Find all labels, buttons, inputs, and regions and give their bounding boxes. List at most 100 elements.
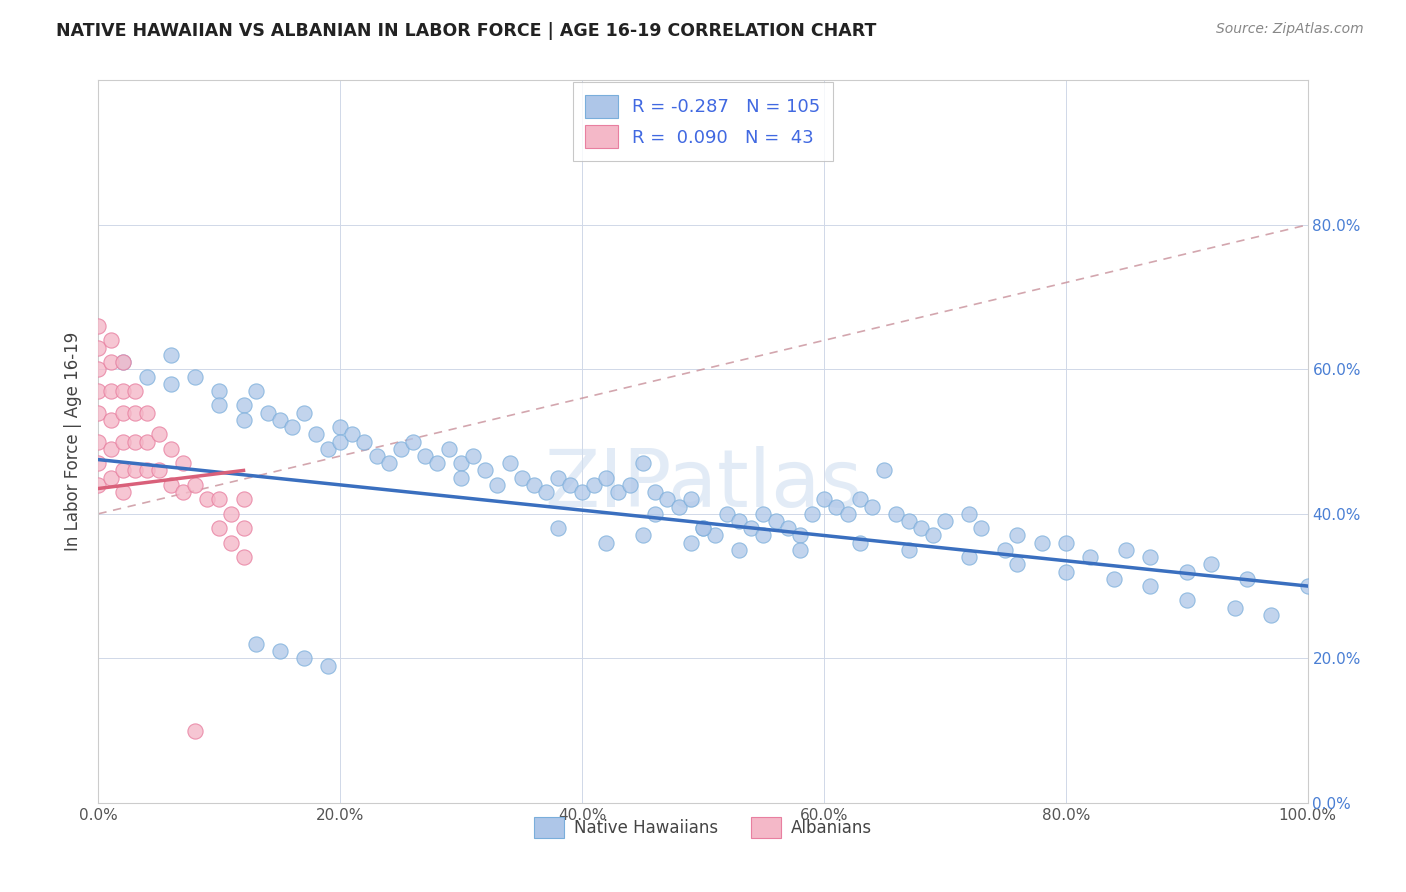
Point — [631, 456, 654, 470]
Point — [558, 478, 581, 492]
Point — [135, 369, 157, 384]
Point — [450, 470, 472, 484]
Point — [1199, 558, 1222, 572]
Text: ZIPatlas: ZIPatlas — [544, 446, 862, 524]
Point — [160, 376, 183, 391]
Point — [571, 485, 593, 500]
Point — [1260, 607, 1282, 622]
Point — [1007, 528, 1029, 542]
Point — [498, 456, 520, 470]
Point — [100, 355, 122, 369]
Point — [100, 442, 122, 456]
Point — [245, 384, 267, 398]
Point — [87, 341, 110, 355]
Point — [910, 521, 932, 535]
Point — [450, 456, 472, 470]
Point — [232, 398, 254, 412]
Point — [1236, 572, 1258, 586]
Point — [124, 434, 146, 449]
Point — [184, 369, 207, 384]
Point — [100, 413, 122, 427]
Point — [631, 528, 654, 542]
Point — [921, 528, 943, 542]
Point — [970, 521, 993, 535]
Point — [837, 507, 859, 521]
Point — [437, 442, 460, 456]
Point — [619, 478, 641, 492]
Point — [860, 500, 883, 514]
Point — [474, 463, 496, 477]
Point — [776, 521, 799, 535]
Point — [100, 334, 122, 348]
Point — [547, 470, 569, 484]
Point — [269, 644, 291, 658]
Point — [184, 478, 207, 492]
Point — [849, 492, 872, 507]
Point — [679, 535, 702, 549]
Point — [510, 470, 533, 484]
Point — [668, 500, 690, 514]
Point — [1007, 558, 1029, 572]
Point — [100, 384, 122, 398]
Point — [148, 427, 170, 442]
Point — [523, 478, 546, 492]
Point — [692, 521, 714, 535]
Point — [160, 442, 183, 456]
Point — [679, 492, 702, 507]
Point — [172, 456, 194, 470]
Point — [402, 434, 425, 449]
Point — [366, 449, 388, 463]
Point — [111, 355, 134, 369]
Point — [87, 318, 110, 333]
Point — [728, 542, 751, 557]
Point — [100, 470, 122, 484]
Point — [305, 427, 328, 442]
Point — [353, 434, 375, 449]
Point — [1223, 600, 1246, 615]
Point — [1296, 579, 1319, 593]
Point — [595, 535, 617, 549]
Point — [160, 478, 183, 492]
Point — [281, 420, 304, 434]
Point — [87, 478, 110, 492]
Point — [111, 463, 134, 477]
Point — [221, 507, 243, 521]
Point — [789, 528, 811, 542]
Point — [208, 384, 231, 398]
Point — [208, 492, 231, 507]
Point — [655, 492, 678, 507]
Point — [692, 521, 714, 535]
Point — [595, 470, 617, 484]
Point — [1139, 579, 1161, 593]
Point — [897, 542, 920, 557]
Point — [111, 485, 134, 500]
Point — [607, 485, 630, 500]
Point — [135, 434, 157, 449]
Point — [292, 651, 315, 665]
Point — [957, 550, 980, 565]
Point — [111, 434, 134, 449]
Point — [716, 507, 738, 521]
Point — [426, 456, 449, 470]
Point — [316, 658, 339, 673]
Point — [135, 463, 157, 477]
Point — [1139, 550, 1161, 565]
Point — [897, 514, 920, 528]
Point — [221, 535, 243, 549]
Point — [1175, 593, 1198, 607]
Point — [873, 463, 896, 477]
Point — [111, 384, 134, 398]
Point — [413, 449, 436, 463]
Point — [789, 542, 811, 557]
Point — [644, 507, 666, 521]
Point — [208, 398, 231, 412]
Point — [195, 492, 218, 507]
Point — [342, 427, 364, 442]
Point — [87, 434, 110, 449]
Point — [934, 514, 956, 528]
Point — [316, 442, 339, 456]
Point — [87, 362, 110, 376]
Point — [124, 406, 146, 420]
Point — [87, 406, 110, 420]
Point — [765, 514, 787, 528]
